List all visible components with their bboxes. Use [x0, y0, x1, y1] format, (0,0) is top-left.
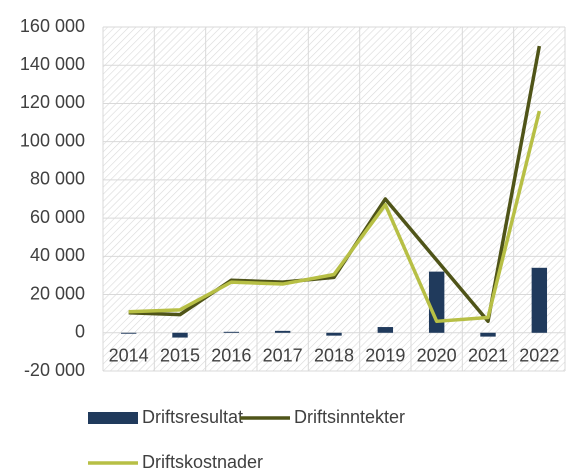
x-tick-label: 2022 — [519, 346, 559, 366]
x-tick-label: 2019 — [365, 346, 405, 366]
x-tick-label: 2015 — [160, 346, 200, 366]
y-tick-label: 120 000 — [20, 92, 85, 112]
x-tick-label: 2021 — [468, 346, 508, 366]
bar — [274, 330, 291, 333]
bar — [223, 331, 240, 333]
bar — [531, 267, 548, 333]
legend-label: Driftskostnader — [142, 452, 263, 472]
x-tick-label: 2017 — [263, 346, 303, 366]
line — [128, 45, 542, 324]
x-tick-label: 2020 — [417, 346, 457, 366]
y-tick-label: 20 000 — [30, 283, 85, 303]
line — [128, 110, 542, 324]
plot-background — [103, 27, 565, 371]
y-tick-label: 40 000 — [30, 245, 85, 265]
legend-swatch — [88, 412, 138, 424]
bar — [377, 327, 394, 333]
bar — [428, 271, 445, 333]
y-tick-label: 160 000 — [20, 16, 85, 36]
y-tick-label: 0 — [75, 322, 85, 342]
bar — [326, 332, 342, 336]
legend-label: Driftsinntekter — [294, 407, 405, 427]
y-tick-label: 140 000 — [20, 54, 85, 74]
x-tick-label: 2014 — [109, 346, 149, 366]
x-tick-label: 2018 — [314, 346, 354, 366]
y-tick-label: 100 000 — [20, 130, 85, 150]
y-tick-label: 60 000 — [30, 207, 85, 227]
y-tick-label: 80 000 — [30, 169, 85, 189]
x-tick-label: 2016 — [211, 346, 251, 366]
legend-label: Driftsresultat — [142, 407, 243, 427]
bar — [172, 332, 188, 338]
y-tick-label: -20 000 — [24, 360, 85, 380]
bar — [480, 332, 496, 337]
bar — [120, 332, 137, 334]
